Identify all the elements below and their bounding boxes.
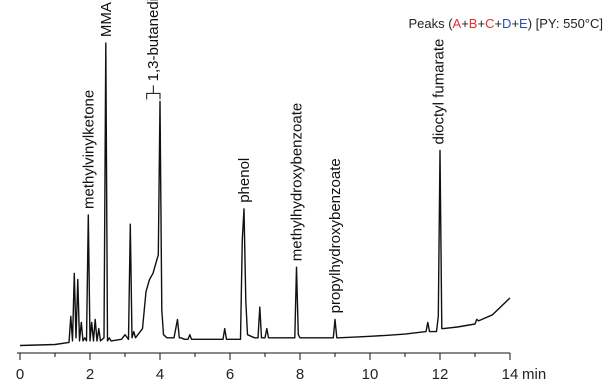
title-part: ) [PY: 550°C] — [527, 16, 603, 31]
peak-label: dioctyl fumarate — [430, 39, 447, 145]
title-part: E — [519, 16, 528, 31]
title-part: C — [485, 16, 495, 31]
x-tick-label: 14 — [502, 366, 519, 383]
title-part: + — [461, 16, 469, 31]
peak-label: methylhydroxybenzoate — [289, 103, 306, 261]
peak-bracket — [146, 85, 161, 100]
x-tick-label: 10 — [362, 366, 379, 383]
peak-label: methylvinylketone — [80, 90, 97, 209]
peak-label: propylhydroxybenzoate — [327, 158, 344, 313]
x-tick-label: 8 — [296, 366, 304, 383]
x-tick-label: 12 — [432, 366, 449, 383]
title-part: A — [452, 16, 462, 31]
title-part: + — [477, 16, 486, 31]
x-axis-label: min — [522, 366, 546, 383]
trace-layer — [19, 42, 511, 347]
peak-label: 1,3-butanediol — [145, 0, 162, 81]
title-part: + — [511, 16, 520, 31]
x-axis: 0 2 4 6 8 10 12 14 min — [16, 352, 546, 383]
x-tick-label: 2 — [86, 366, 94, 383]
x-tick-label: 4 — [156, 366, 164, 383]
chromatogram-trace — [19, 42, 511, 347]
chart-title: Peaks (A+B+C+D+E) [PY: 550°C] — [408, 16, 603, 31]
title-part: D — [502, 16, 512, 31]
peak-label: MMA — [98, 2, 115, 37]
x-tick-label: 6 — [226, 366, 234, 383]
title-part: + — [494, 16, 503, 31]
title-part: Peaks ( — [408, 16, 453, 31]
x-tick-label: 0 — [16, 366, 24, 383]
peak-labels: methylvinylketone MMA 1,3-butanediol phenol… — [80, 0, 447, 313]
peak-label: phenol — [236, 158, 253, 203]
title-part: B — [468, 16, 478, 31]
